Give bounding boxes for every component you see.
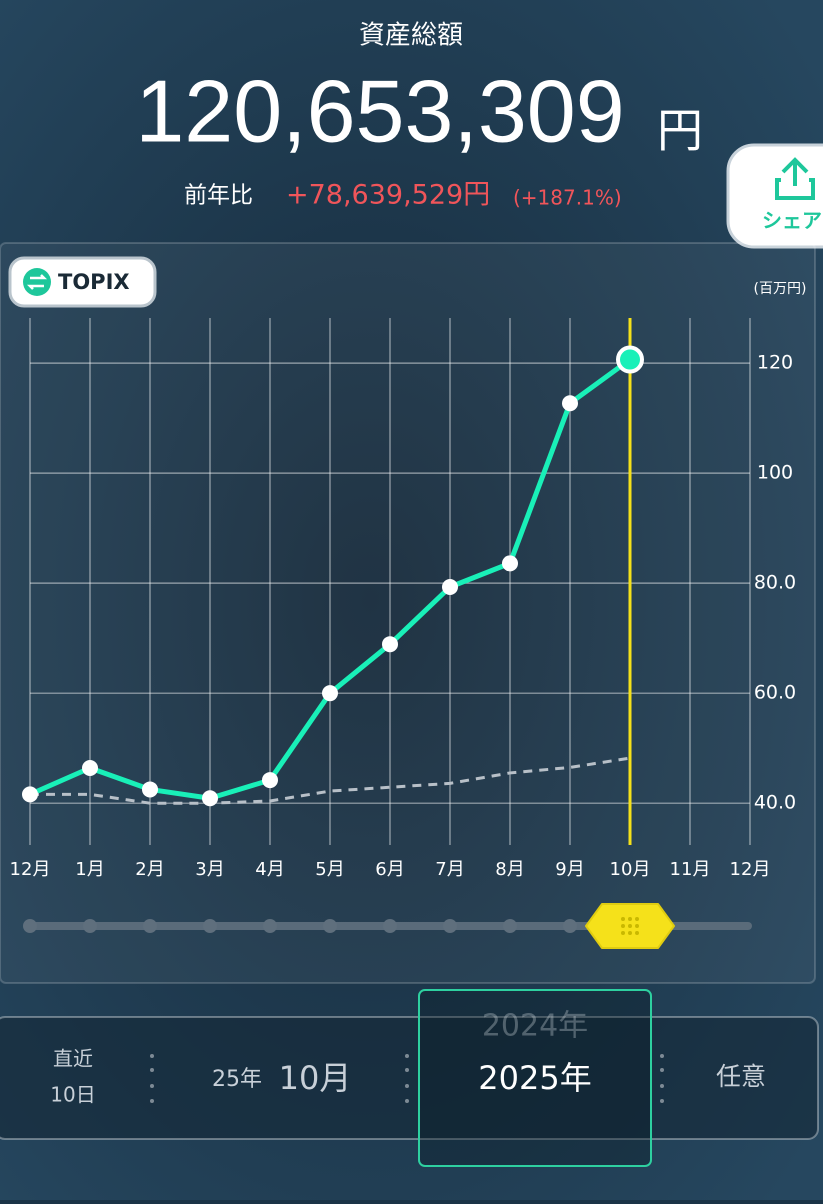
slider-dot [323,919,337,933]
x-tick-label: 12月 [730,859,771,880]
topix-label: TOPIX [58,270,130,294]
handle-grip [635,931,639,935]
handle-grip [621,924,625,928]
handle-grip [635,917,639,921]
yoy-label: 前年比 [184,183,253,209]
slider-dot [563,919,577,933]
series-line [30,756,631,805]
y-tick-label: 100 [757,462,793,484]
handle-grip [628,924,632,928]
yoy-value: +78,639,529円 [286,180,490,211]
handle-grip [628,931,632,935]
title: 資産総額 [359,21,463,51]
handle-grip [621,917,625,921]
y-tick-label: 40.0 [754,792,796,814]
point [442,579,458,596]
y-unit: (百万円) [754,281,807,297]
handle-grip [628,917,632,921]
x-tick-label: 3月 [195,859,224,880]
point [616,345,644,374]
y-tick-label: 60.0 [754,682,796,704]
point [262,772,278,789]
point [382,636,398,653]
x-tick-label: 10月 [610,859,651,880]
total: 120,653,309 [135,61,624,160]
slider-dot [83,919,97,933]
x-tick-label: 2月 [135,859,164,880]
slider-dot [143,919,157,933]
year[interactable]: 2025年 [478,1059,591,1097]
x-tick-label: 4月 [255,859,284,880]
x-tick-label: 5月 [315,859,344,880]
point [562,395,578,412]
point [322,685,338,702]
share-label: シェア [762,209,822,233]
y-tick-label: 80.0 [754,572,796,594]
yoy-pct: (+187.1%) [513,186,622,210]
x-tick-label: 7月 [435,859,464,880]
x-tick-label: 12月 [10,859,51,880]
handle-grip [635,924,639,928]
point [22,786,38,803]
month[interactable]: 10月 [279,1059,352,1097]
share-button[interactable]: シェア [726,143,823,249]
separators [150,1054,664,1103]
x-tick-label: 9月 [555,859,584,880]
y-tick-label: 120 [757,352,793,374]
unit: 円 [657,104,703,158]
custom[interactable]: 任意 [716,1062,766,1091]
period-selector [0,1016,819,1140]
point [142,781,158,798]
year-prev[interactable]: 2024年 [482,1009,588,1044]
topix-button[interactable]: TOPIX [8,256,157,308]
point [202,790,218,807]
point [502,555,518,572]
slider-dot [383,919,397,933]
slider-dot [23,919,37,933]
point [82,759,98,776]
slider-dot [443,919,457,933]
slider-dot [263,919,277,933]
handle-grip [621,931,625,935]
slider-dot [503,919,517,933]
x-tick-label: 8月 [495,859,524,880]
recent-label[interactable]: 10日 [50,1083,95,1107]
x-tick-label: 6月 [375,859,404,880]
recent-label[interactable]: 直近 [53,1047,93,1071]
x-tick-label: 11月 [670,859,711,880]
slider-dot [203,919,217,933]
x-tick-label: 1月 [75,859,104,880]
year-picker[interactable] [418,989,652,1167]
month-year[interactable]: 25年 [212,1067,262,1092]
